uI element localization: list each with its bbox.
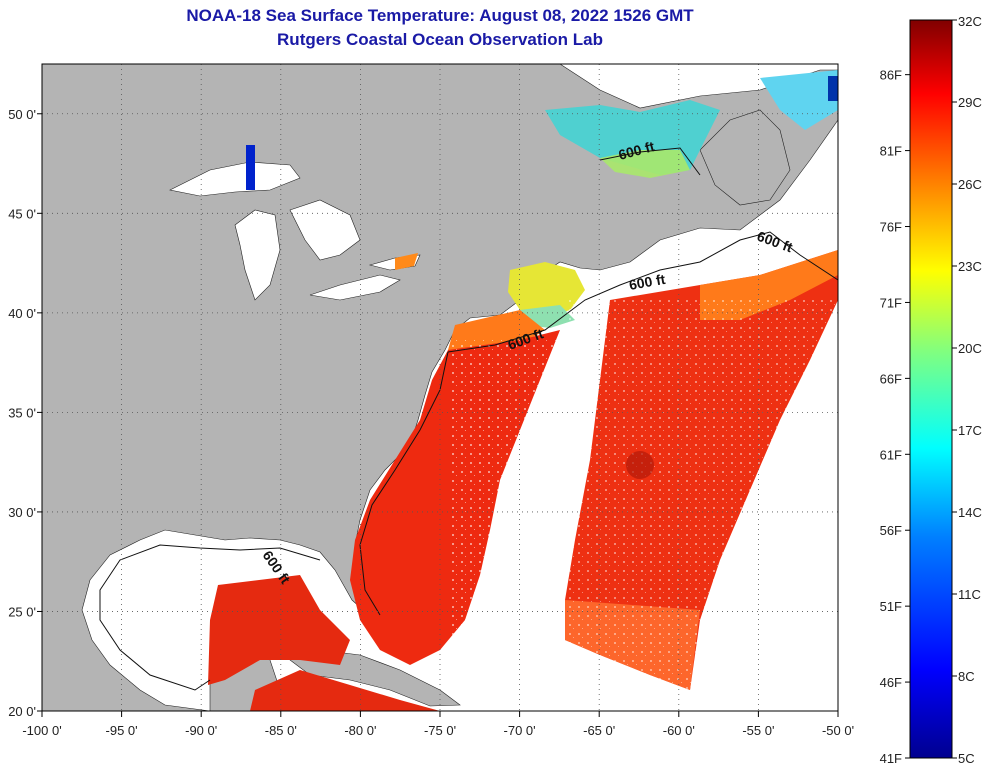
sst-caribbean <box>250 670 440 711</box>
longitude-tick-label: -60 0' <box>663 723 695 738</box>
longitude-tick-label: -50 0' <box>822 723 854 738</box>
sst-gulf-st-lawrence-warm <box>600 150 690 178</box>
colorbar-celsius-label: 5C <box>958 751 975 766</box>
longitude-tick-label: -75 0' <box>424 723 456 738</box>
colorbar-fahrenheit-label: 51F <box>880 599 902 614</box>
lake-superior-sst <box>246 145 255 190</box>
latitude-axis: 20 0' 25 0' 30 0' 35 0' 40 0' 45 0' 50 0' <box>8 107 42 719</box>
colorbar-celsius-label: 29C <box>958 95 982 110</box>
latitude-tick-label: 45 0' <box>8 206 36 221</box>
colorbar-fahrenheit-label: 66F <box>880 371 902 386</box>
colorbar-fahrenheit-label: 56F <box>880 523 902 538</box>
longitude-tick-label: -55 0' <box>742 723 774 738</box>
isobath-600ft-south <box>359 351 449 616</box>
colorbar-fahrenheit-label: 71F <box>880 295 902 310</box>
colorbar-celsius-label: 17C <box>958 423 982 438</box>
colorbar-fahrenheit-label: 61F <box>880 447 902 462</box>
longitude-tick-label: -65 0' <box>583 723 615 738</box>
longitude-tick-label: -80 0' <box>344 723 376 738</box>
colorbar-fahrenheit-label: 46F <box>880 675 902 690</box>
colorbar-celsius-label: 14C <box>958 505 982 520</box>
lake-ontario-sst <box>395 253 418 270</box>
cloud-speckle-offshore <box>565 300 838 690</box>
map-subtitle: Rutgers Coastal Ocean Observation Lab <box>277 30 603 49</box>
colorbar <box>909 19 953 759</box>
sst-warm-core <box>626 451 654 479</box>
colorbar-fahrenheit-label: 81F <box>880 144 902 159</box>
longitude-tick-label: -95 0' <box>106 723 138 738</box>
longitude-tick-label: -70 0' <box>504 723 536 738</box>
latitude-tick-label: 25 0' <box>8 604 36 619</box>
latitude-tick-label: 35 0' <box>8 405 36 420</box>
land-mass-newfoundland <box>699 109 791 206</box>
isobath-600ft-gulf <box>99 544 321 691</box>
isobath-600ft <box>447 231 838 353</box>
colorbar-fahrenheit-label: 86F <box>880 68 902 83</box>
latitude-tick-label: 30 0' <box>8 505 36 520</box>
longitude-axis: -100 0' -95 0' -90 0' -85 0' -80 0' -75 0' -70… <box>22 711 854 738</box>
sst-gulf-of-mexico <box>208 575 350 685</box>
longitude-tick-label: -90 0' <box>185 723 217 738</box>
longitude-tick-label: -85 0' <box>265 723 297 738</box>
cloud-speckle-coastal <box>448 340 563 660</box>
colorbar-fahrenheit-label: 76F <box>880 220 902 235</box>
colorbar-celsius-label: 20C <box>958 341 982 356</box>
sst-labrador-cold <box>828 76 838 101</box>
colorbar-celsius-label: 11C <box>958 587 981 602</box>
colorbar-celsius-label: 26C <box>958 177 982 192</box>
colorbar-fahrenheit-label: 41F <box>880 751 902 766</box>
great-lakes <box>169 161 421 301</box>
contour-label: 600 ft <box>628 271 667 293</box>
latitude-tick-label: 40 0' <box>8 306 36 321</box>
map-area: 600 ft 600 ft 600 ft 600 ft 600 ft <box>42 64 838 711</box>
colorbar-celsius-label: 8C <box>958 669 975 684</box>
colorbar-celsius-label: 32C <box>958 14 982 29</box>
colorbar-ticks: 32C 29C 26C 23C 20C 17C 14C 11C 8C 5C 86F 81F 76F 71F… <box>880 14 982 766</box>
latitude-tick-label: 20 0' <box>8 704 36 719</box>
latitude-tick-label: 50 0' <box>8 107 36 122</box>
colorbar-celsius-label: 23C <box>958 259 982 274</box>
map-title: NOAA-18 Sea Surface Temperature: August … <box>186 6 694 25</box>
longitude-tick-label: -100 0' <box>22 723 61 738</box>
sst-labrador-sea <box>760 70 838 130</box>
isobath-600ft-gulf-stlawrence <box>599 147 701 176</box>
